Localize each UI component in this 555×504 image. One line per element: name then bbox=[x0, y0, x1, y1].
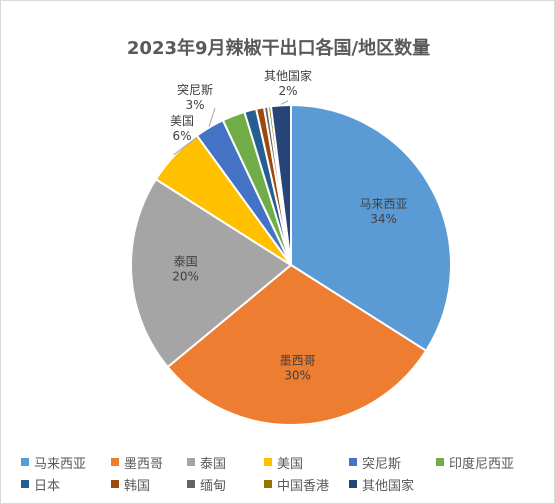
chart-title: 2023年9月辣椒干出口各国/地区数量 bbox=[126, 38, 431, 59]
pie-slice bbox=[269, 103, 292, 266]
legend-swatch bbox=[187, 458, 195, 466]
legend-swatch bbox=[349, 458, 357, 466]
slice-label-name: 墨西哥 bbox=[280, 353, 316, 367]
legend-item: 中国香港 bbox=[264, 475, 330, 494]
legend-item: 马来西亚 bbox=[21, 453, 87, 472]
slice-label-name: 马来西亚 bbox=[360, 197, 408, 211]
slice-label-percent: 34% bbox=[370, 212, 397, 226]
legend-label: 其他国家 bbox=[362, 478, 415, 494]
legend-item: 印度尼西亚 bbox=[436, 453, 515, 472]
legend-item: 日本 bbox=[21, 475, 61, 494]
legend-label: 美国 bbox=[277, 456, 304, 472]
slice-label-name: 其他国家 bbox=[264, 68, 312, 83]
legend-swatch bbox=[111, 480, 119, 488]
legend-label: 韩国 bbox=[124, 478, 151, 494]
legend-swatch bbox=[111, 458, 119, 466]
legend-item: 缅甸 bbox=[187, 475, 227, 494]
legend-swatch bbox=[264, 480, 272, 488]
legend-swatch bbox=[21, 458, 29, 466]
slice-label-percent: 6% bbox=[172, 129, 191, 143]
legend-label: 中国香港 bbox=[277, 478, 330, 494]
slice-label-percent: 3% bbox=[185, 98, 204, 112]
legend-swatch bbox=[21, 480, 29, 488]
legend-swatch bbox=[187, 480, 195, 488]
leader-line bbox=[208, 107, 216, 127]
legend-swatch bbox=[264, 458, 272, 466]
slice-label-percent: 20% bbox=[172, 270, 199, 284]
legend-label: 墨西哥 bbox=[124, 456, 164, 472]
slice-label-name: 美国 bbox=[170, 114, 194, 128]
pie-slice bbox=[130, 177, 293, 369]
legend-item: 墨西哥 bbox=[111, 453, 164, 472]
legend-label: 泰国 bbox=[200, 456, 227, 472]
slice-label-name: 突尼斯 bbox=[177, 82, 213, 97]
legend-label: 日本 bbox=[34, 478, 61, 494]
legend-item: 突尼斯 bbox=[349, 453, 402, 472]
legend-label: 缅甸 bbox=[200, 478, 227, 494]
slice-label-percent: 30% bbox=[284, 368, 311, 382]
legend-item: 韩国 bbox=[111, 475, 151, 494]
legend-item: 其他国家 bbox=[349, 475, 415, 494]
slice-label-name: 泰国 bbox=[174, 255, 198, 269]
slice-label-percent: 2% bbox=[278, 84, 297, 98]
leader-line bbox=[280, 100, 289, 105]
legend-swatch bbox=[436, 458, 444, 466]
legend-label: 突尼斯 bbox=[362, 456, 402, 472]
legend-swatch bbox=[349, 480, 357, 488]
pie-slice bbox=[166, 263, 428, 426]
legend-label: 印度尼西亚 bbox=[449, 456, 515, 472]
legend-label: 马来西亚 bbox=[34, 456, 87, 472]
legend-item: 美国 bbox=[264, 453, 304, 472]
legend-item: 泰国 bbox=[187, 453, 227, 472]
